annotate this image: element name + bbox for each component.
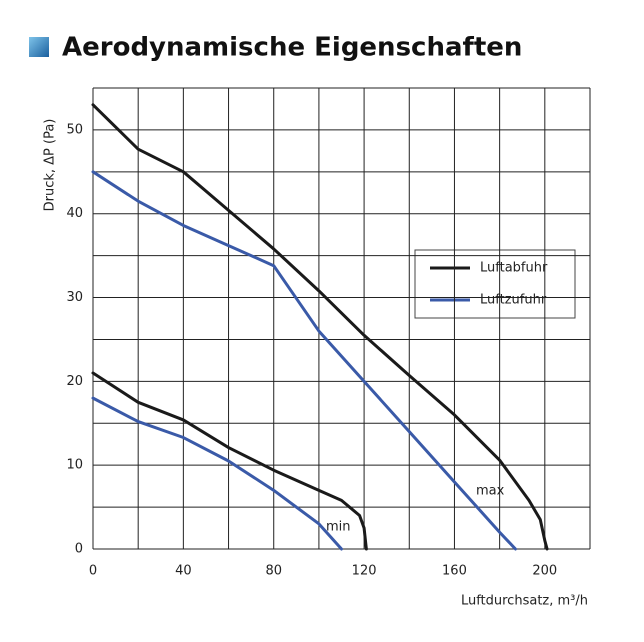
x-tick-label: 120 [352,564,377,579]
line [91,371,368,551]
y-tick-label: 10 [66,458,83,473]
line [91,396,343,551]
chart-title: Aerodynamische Eigenschaften [62,33,522,63]
legend-label: Luftzufuhr [480,293,547,308]
y-tick-label: 50 [66,122,83,137]
x-tick-label: 40 [175,564,192,579]
y-axis-label: Druck, ΔP (Pa) [43,119,58,212]
y-tick-label: 20 [66,374,83,389]
line [91,103,549,551]
annotation: max [476,484,505,499]
legend-label: Luftabfuhr [480,261,548,276]
y-tick-label: 30 [66,290,83,305]
legend: Luftabfuhr Luftzufuhr [414,249,576,319]
x-tick-label: 200 [532,564,557,579]
y-tick-label: 40 [66,206,83,221]
y-tick-label: 0 [75,542,83,557]
annotation: min [326,520,351,535]
x-tick-label: 160 [442,564,467,579]
legend-box [414,249,576,319]
x-axis-label: Luftdurchsatz, m³/h [461,594,588,609]
title-icon [29,37,49,57]
x-tick-label: 0 [89,564,97,579]
x-tick-label: 80 [265,564,282,579]
line [91,170,517,551]
